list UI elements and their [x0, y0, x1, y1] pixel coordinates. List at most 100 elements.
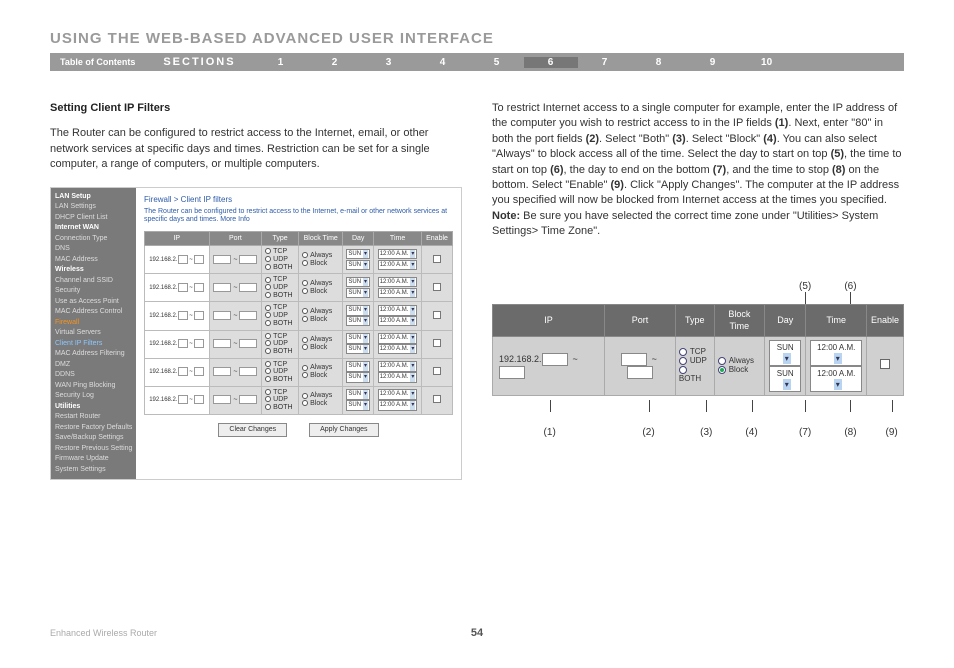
sidebar-item[interactable]: Channel and SSID	[55, 276, 132, 287]
sidebar-item[interactable]: Security	[55, 286, 132, 297]
time-select[interactable]: 12:00 A.M.▾12:00 A.M.▾	[806, 336, 866, 396]
sidebar-item[interactable]: Firmware Update	[55, 454, 132, 465]
time-select[interactable]: 12:00 A.M.▾12:00 A.M.▾	[374, 386, 422, 414]
callout-label: (3)	[700, 426, 712, 440]
sidebar-item[interactable]: Utilities	[55, 402, 132, 413]
ip-field[interactable]: 192.168.2. ~	[145, 274, 210, 302]
sidebar-item[interactable]: MAC Address Filtering	[55, 349, 132, 360]
sidebar-item[interactable]: LAN Settings	[55, 202, 132, 213]
type-radio[interactable]: TCPUDPBOTH	[262, 358, 299, 386]
ip-field[interactable]: 192.168.2. ~	[145, 386, 210, 414]
sidebar-item[interactable]: Restore Factory Defaults	[55, 423, 132, 434]
callout-diagram: (5)(6) IPPortTypeBlock TimeDayTimeEnable…	[492, 280, 904, 427]
sidebar-item[interactable]: Client IP Filters	[55, 339, 132, 350]
enable-checkbox[interactable]	[866, 336, 903, 396]
type-radio[interactable]: TCPUDPBOTH	[262, 302, 299, 330]
sidebar-item[interactable]: Connection Type	[55, 234, 132, 245]
time-select[interactable]: 12:00 A.M.▾12:00 A.M.▾	[374, 358, 422, 386]
section-link-2[interactable]: 2	[308, 57, 362, 68]
port-field[interactable]: ~	[209, 330, 262, 358]
port-field[interactable]: ~	[209, 386, 262, 414]
day-select[interactable]: SUN▾SUN▾	[343, 330, 374, 358]
section-nav: Table of Contents SECTIONS 12345678910	[50, 53, 904, 71]
ip-field[interactable]: 192.168.2. ~	[145, 330, 210, 358]
sidebar-item[interactable]: Restart Router	[55, 412, 132, 423]
day-select[interactable]: SUN▾SUN▾	[343, 302, 374, 330]
apply-changes-button[interactable]: Apply Changes	[309, 423, 378, 437]
sidebar-item[interactable]: Internet WAN	[55, 223, 132, 234]
sidebar-item[interactable]: MAC Address	[55, 255, 132, 266]
day-select[interactable]: SUN▾SUN▾	[343, 386, 374, 414]
section-link-4[interactable]: 4	[416, 57, 470, 68]
sidebar-item[interactable]: Wireless	[55, 265, 132, 276]
sidebar-item[interactable]: Firewall	[55, 318, 132, 329]
type-radio[interactable]: TCPUDPBOTH	[262, 246, 299, 274]
callout-label: (7)	[799, 426, 811, 440]
blocktime-radio[interactable]: AlwaysBlock	[299, 386, 343, 414]
time-select[interactable]: 12:00 A.M.▾12:00 A.M.▾	[374, 274, 422, 302]
ip-field[interactable]: 192.168.2. ~	[145, 246, 210, 274]
toc-link[interactable]: Table of Contents	[50, 57, 145, 67]
section-link-6[interactable]: 6	[524, 57, 578, 68]
page-title: USING THE WEB-BASED ADVANCED USER INTERF…	[50, 30, 904, 47]
callout-label: (1)	[544, 426, 556, 440]
day-select[interactable]: SUN▾SUN▾	[765, 336, 806, 396]
ip-field[interactable]: 192.168.2. ~	[145, 358, 210, 386]
port-field[interactable]: ~	[209, 358, 262, 386]
type-radio[interactable]: TCPUDPBOTH	[675, 336, 714, 396]
port-field[interactable]: ~	[209, 274, 262, 302]
sidebar-item[interactable]: MAC Address Control	[55, 307, 132, 318]
sidebar-item[interactable]: LAN Setup	[55, 192, 132, 203]
blocktime-radio[interactable]: AlwaysBlock	[299, 358, 343, 386]
sidebar-item[interactable]: DHCP Client List	[55, 213, 132, 224]
type-radio[interactable]: TCPUDPBOTH	[262, 274, 299, 302]
port-field[interactable]: ~	[209, 302, 262, 330]
port-field[interactable]: ~	[605, 336, 676, 396]
blocktime-radio[interactable]: AlwaysBlock	[299, 246, 343, 274]
section-link-5[interactable]: 5	[470, 57, 524, 68]
time-select[interactable]: 12:00 A.M.▾12:00 A.M.▾	[374, 330, 422, 358]
sections-label: SECTIONS	[145, 56, 253, 68]
section-link-3[interactable]: 3	[362, 57, 416, 68]
day-select[interactable]: SUN▾SUN▾	[343, 246, 374, 274]
day-select[interactable]: SUN▾SUN▾	[343, 274, 374, 302]
sidebar-item[interactable]: DDNS	[55, 370, 132, 381]
section-link-9[interactable]: 9	[686, 57, 740, 68]
blocktime-radio[interactable]: AlwaysBlock	[299, 330, 343, 358]
type-radio[interactable]: TCPUDPBOTH	[262, 330, 299, 358]
sidebar-item[interactable]: WAN Ping Blocking	[55, 381, 132, 392]
sidebar-item[interactable]: Virtual Servers	[55, 328, 132, 339]
blocktime-radio[interactable]: AlwaysBlock	[714, 336, 764, 396]
blocktime-radio[interactable]: AlwaysBlock	[299, 274, 343, 302]
enable-checkbox[interactable]	[422, 302, 453, 330]
clear-changes-button[interactable]: Clear Changes	[218, 423, 287, 437]
sidebar-item[interactable]: Restore Previous Settings	[55, 444, 132, 455]
blocktime-radio[interactable]: AlwaysBlock	[299, 302, 343, 330]
section-link-10[interactable]: 10	[740, 57, 794, 68]
main-panel: Firewall > Client IP filters The Router …	[136, 188, 461, 480]
enable-checkbox[interactable]	[422, 274, 453, 302]
day-select[interactable]: SUN▾SUN▾	[343, 358, 374, 386]
sidebar-item[interactable]: DNS	[55, 244, 132, 255]
page-footer: Enhanced Wireless Router 54	[50, 628, 904, 638]
section-link-1[interactable]: 1	[254, 57, 308, 68]
port-field[interactable]: ~	[209, 246, 262, 274]
section-link-7[interactable]: 7	[578, 57, 632, 68]
enable-checkbox[interactable]	[422, 330, 453, 358]
section-heading: Setting Client IP Filters	[50, 101, 462, 116]
enable-checkbox[interactable]	[422, 358, 453, 386]
sidebar-item[interactable]: Security Log	[55, 391, 132, 402]
time-select[interactable]: 12:00 A.M.▾12:00 A.M.▾	[374, 302, 422, 330]
sidebar-item[interactable]: System Settings	[55, 465, 132, 476]
type-radio[interactable]: TCPUDPBOTH	[262, 386, 299, 414]
sidebar-item[interactable]: Use as Access Point	[55, 297, 132, 308]
enable-checkbox[interactable]	[422, 386, 453, 414]
ip-field[interactable]: 192.168.2. ~	[493, 336, 605, 396]
sidebar-item[interactable]: Save/Backup Settings	[55, 433, 132, 444]
right-column: To restrict Internet access to a single …	[492, 101, 904, 480]
sidebar-item[interactable]: DMZ	[55, 360, 132, 371]
ip-field[interactable]: 192.168.2. ~	[145, 302, 210, 330]
enable-checkbox[interactable]	[422, 246, 453, 274]
section-link-8[interactable]: 8	[632, 57, 686, 68]
time-select[interactable]: 12:00 A.M.▾12:00 A.M.▾	[374, 246, 422, 274]
